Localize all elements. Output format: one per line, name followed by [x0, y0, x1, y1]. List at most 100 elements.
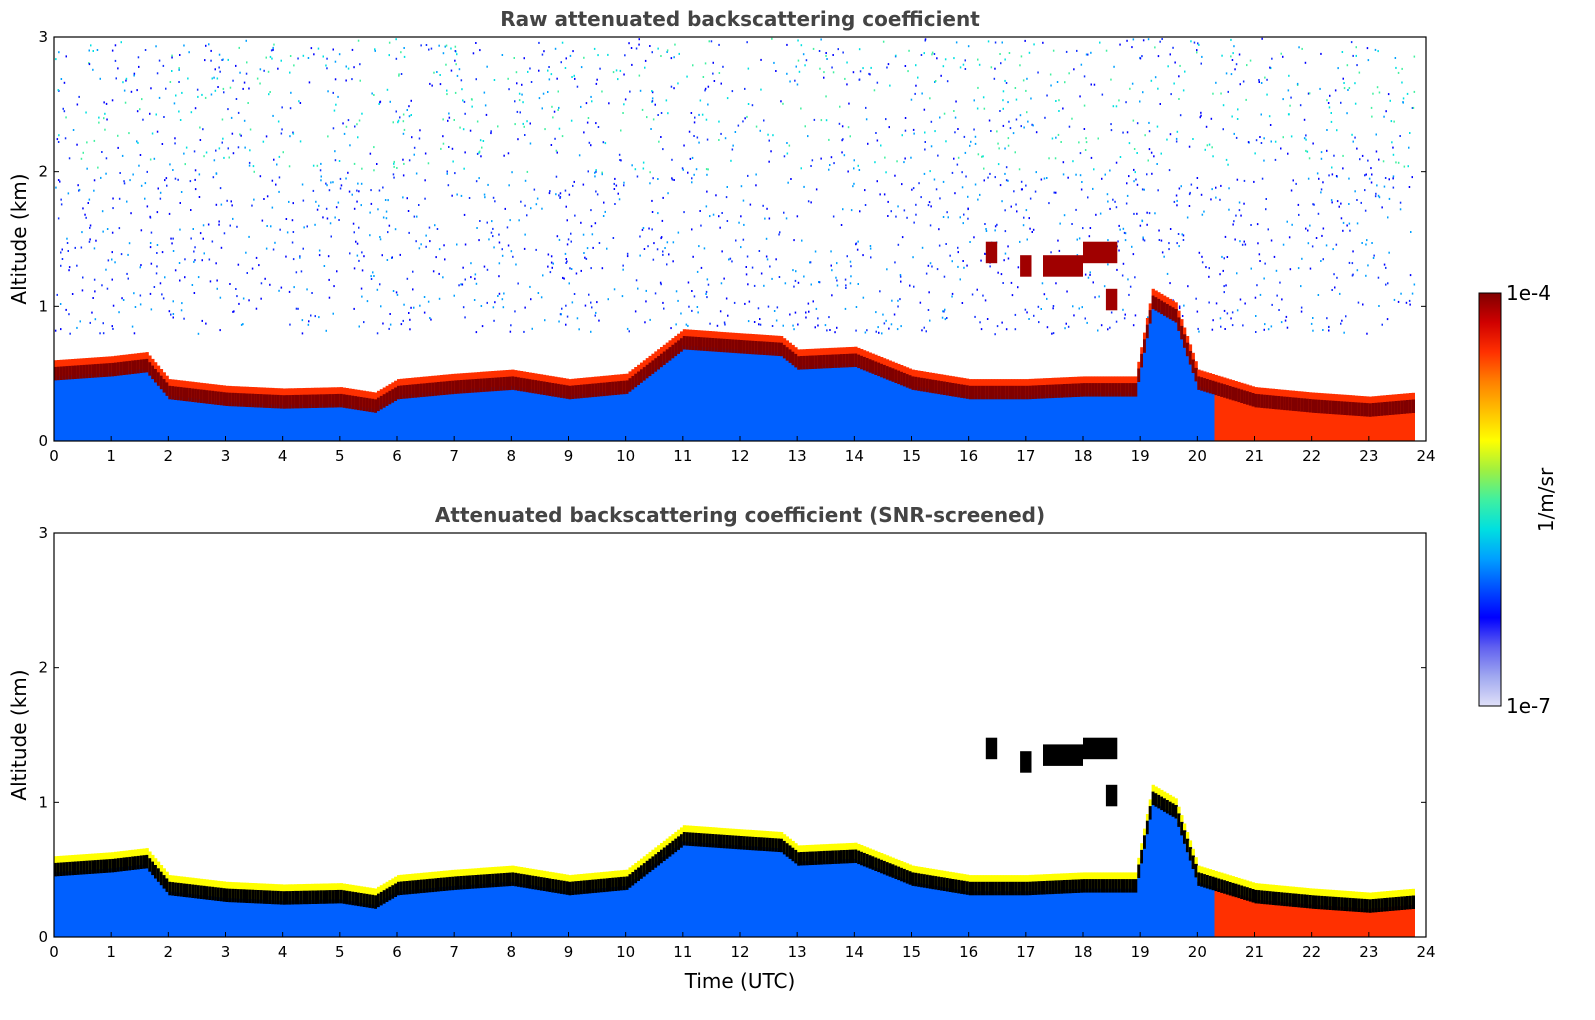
- noise-speck: [388, 41, 391, 44]
- noise-speck: [274, 241, 276, 244]
- noise-speck: [1014, 313, 1017, 316]
- noise-speck: [951, 295, 953, 298]
- bl-top-column: [1134, 383, 1138, 397]
- elevated-layer: [1083, 241, 1118, 264]
- noise-speck: [817, 317, 819, 320]
- bl-top-column: [134, 856, 138, 870]
- bl-fill-column: [359, 406, 364, 441]
- noise-speck: [345, 125, 348, 128]
- bl-fill-column: [297, 900, 301, 937]
- noise-speck: [1139, 224, 1142, 227]
- noise-speck: [396, 293, 399, 296]
- bl-fill-column: [1300, 407, 1304, 441]
- noise-speck: [1026, 238, 1028, 241]
- noise-speck: [550, 144, 553, 146]
- noise-speck: [149, 158, 152, 161]
- bl-fill-column: [368, 903, 372, 937]
- noise-speck: [1110, 311, 1113, 314]
- noise-speck: [572, 184, 574, 187]
- noise-speck: [859, 70, 862, 73]
- noise-speck: [832, 54, 834, 56]
- noise-speck: [1268, 115, 1271, 118]
- noise-speck: [82, 207, 84, 210]
- noise-speck: [718, 139, 720, 141]
- bl-top-column: [674, 342, 678, 357]
- bl-top-column: [842, 850, 847, 864]
- bl-fill-column: [983, 395, 987, 441]
- noise-speck: [93, 189, 95, 192]
- bl-fill-column: [811, 860, 815, 937]
- bl-fill-column: [651, 865, 655, 937]
- noise-speck: [608, 102, 610, 105]
- bl-fill-column: [751, 846, 755, 937]
- bl-top-column: [1105, 383, 1110, 397]
- bl-top-column: [888, 367, 892, 381]
- noise-speck: [571, 301, 574, 304]
- noise-speck: [221, 141, 223, 144]
- noise-speck: [692, 64, 694, 67]
- noise-speck: [248, 161, 251, 164]
- bl-fill-column: [534, 389, 538, 441]
- noise-speck: [1009, 127, 1012, 130]
- noise-speck: [1132, 253, 1135, 256]
- bl-fill-column: [351, 901, 355, 937]
- bl-fill-column: [771, 351, 775, 441]
- noise-speck: [644, 59, 647, 62]
- bl-fill-column: [442, 390, 446, 441]
- bl-fill-column: [840, 363, 844, 441]
- noise-speck: [1019, 114, 1022, 117]
- noise-speck: [138, 164, 140, 167]
- bl-fill-column: [1343, 410, 1347, 441]
- noise-speck: [789, 313, 791, 316]
- noise-speck: [652, 258, 655, 261]
- noise-speck: [93, 139, 96, 142]
- bl-top-column: [568, 881, 572, 896]
- bl-fill-column: [1374, 412, 1378, 441]
- bl-top-column: [148, 858, 152, 872]
- noise-speck: [353, 66, 355, 69]
- noise-speck: [435, 256, 437, 259]
- noise-speck: [150, 308, 153, 311]
- noise-speck: [606, 247, 608, 250]
- noise-speck: [1343, 331, 1345, 334]
- noise-speck: [538, 41, 540, 44]
- bl-top-column: [62, 366, 66, 380]
- noise-speck: [530, 298, 532, 301]
- noise-speck: [875, 330, 877, 333]
- noise-speck: [482, 140, 485, 142]
- noise-speck: [744, 117, 746, 120]
- noise-speck: [1107, 328, 1109, 331]
- noise-speck: [170, 237, 172, 240]
- noise-speck: [67, 250, 69, 252]
- bl-top-column: [162, 875, 166, 889]
- bl-top-column: [577, 881, 581, 895]
- noise-speck: [1001, 321, 1003, 324]
- bl-top-column: [334, 890, 338, 904]
- bl-fill-column: [388, 896, 392, 937]
- noise-speck: [895, 54, 897, 57]
- bl-top-column: [85, 364, 89, 379]
- noise-speck: [261, 219, 264, 222]
- noise-speck: [493, 246, 495, 249]
- noise-speck: [339, 187, 342, 190]
- noise-speck: [1313, 203, 1315, 206]
- bl-top-column: [242, 889, 246, 903]
- noise-speck: [638, 38, 640, 41]
- noise-speck: [61, 248, 63, 251]
- bl-fill-column: [414, 393, 418, 441]
- bl-top-column: [885, 862, 890, 876]
- noise-speck: [256, 77, 259, 80]
- bl-top-column: [1051, 384, 1055, 399]
- bl-top-column: [465, 875, 469, 890]
- noise-speck: [751, 266, 754, 269]
- noise-speck: [729, 257, 732, 260]
- noise-speck: [1395, 161, 1397, 164]
- noise-speck: [80, 157, 83, 160]
- noise-speck: [184, 163, 186, 166]
- noise-speck: [642, 227, 645, 229]
- noise-speck: [1235, 63, 1238, 66]
- noise-speck: [259, 82, 261, 85]
- bl-top-column: [54, 862, 58, 877]
- noise-speck: [232, 79, 234, 82]
- bl-top-column: [794, 849, 798, 864]
